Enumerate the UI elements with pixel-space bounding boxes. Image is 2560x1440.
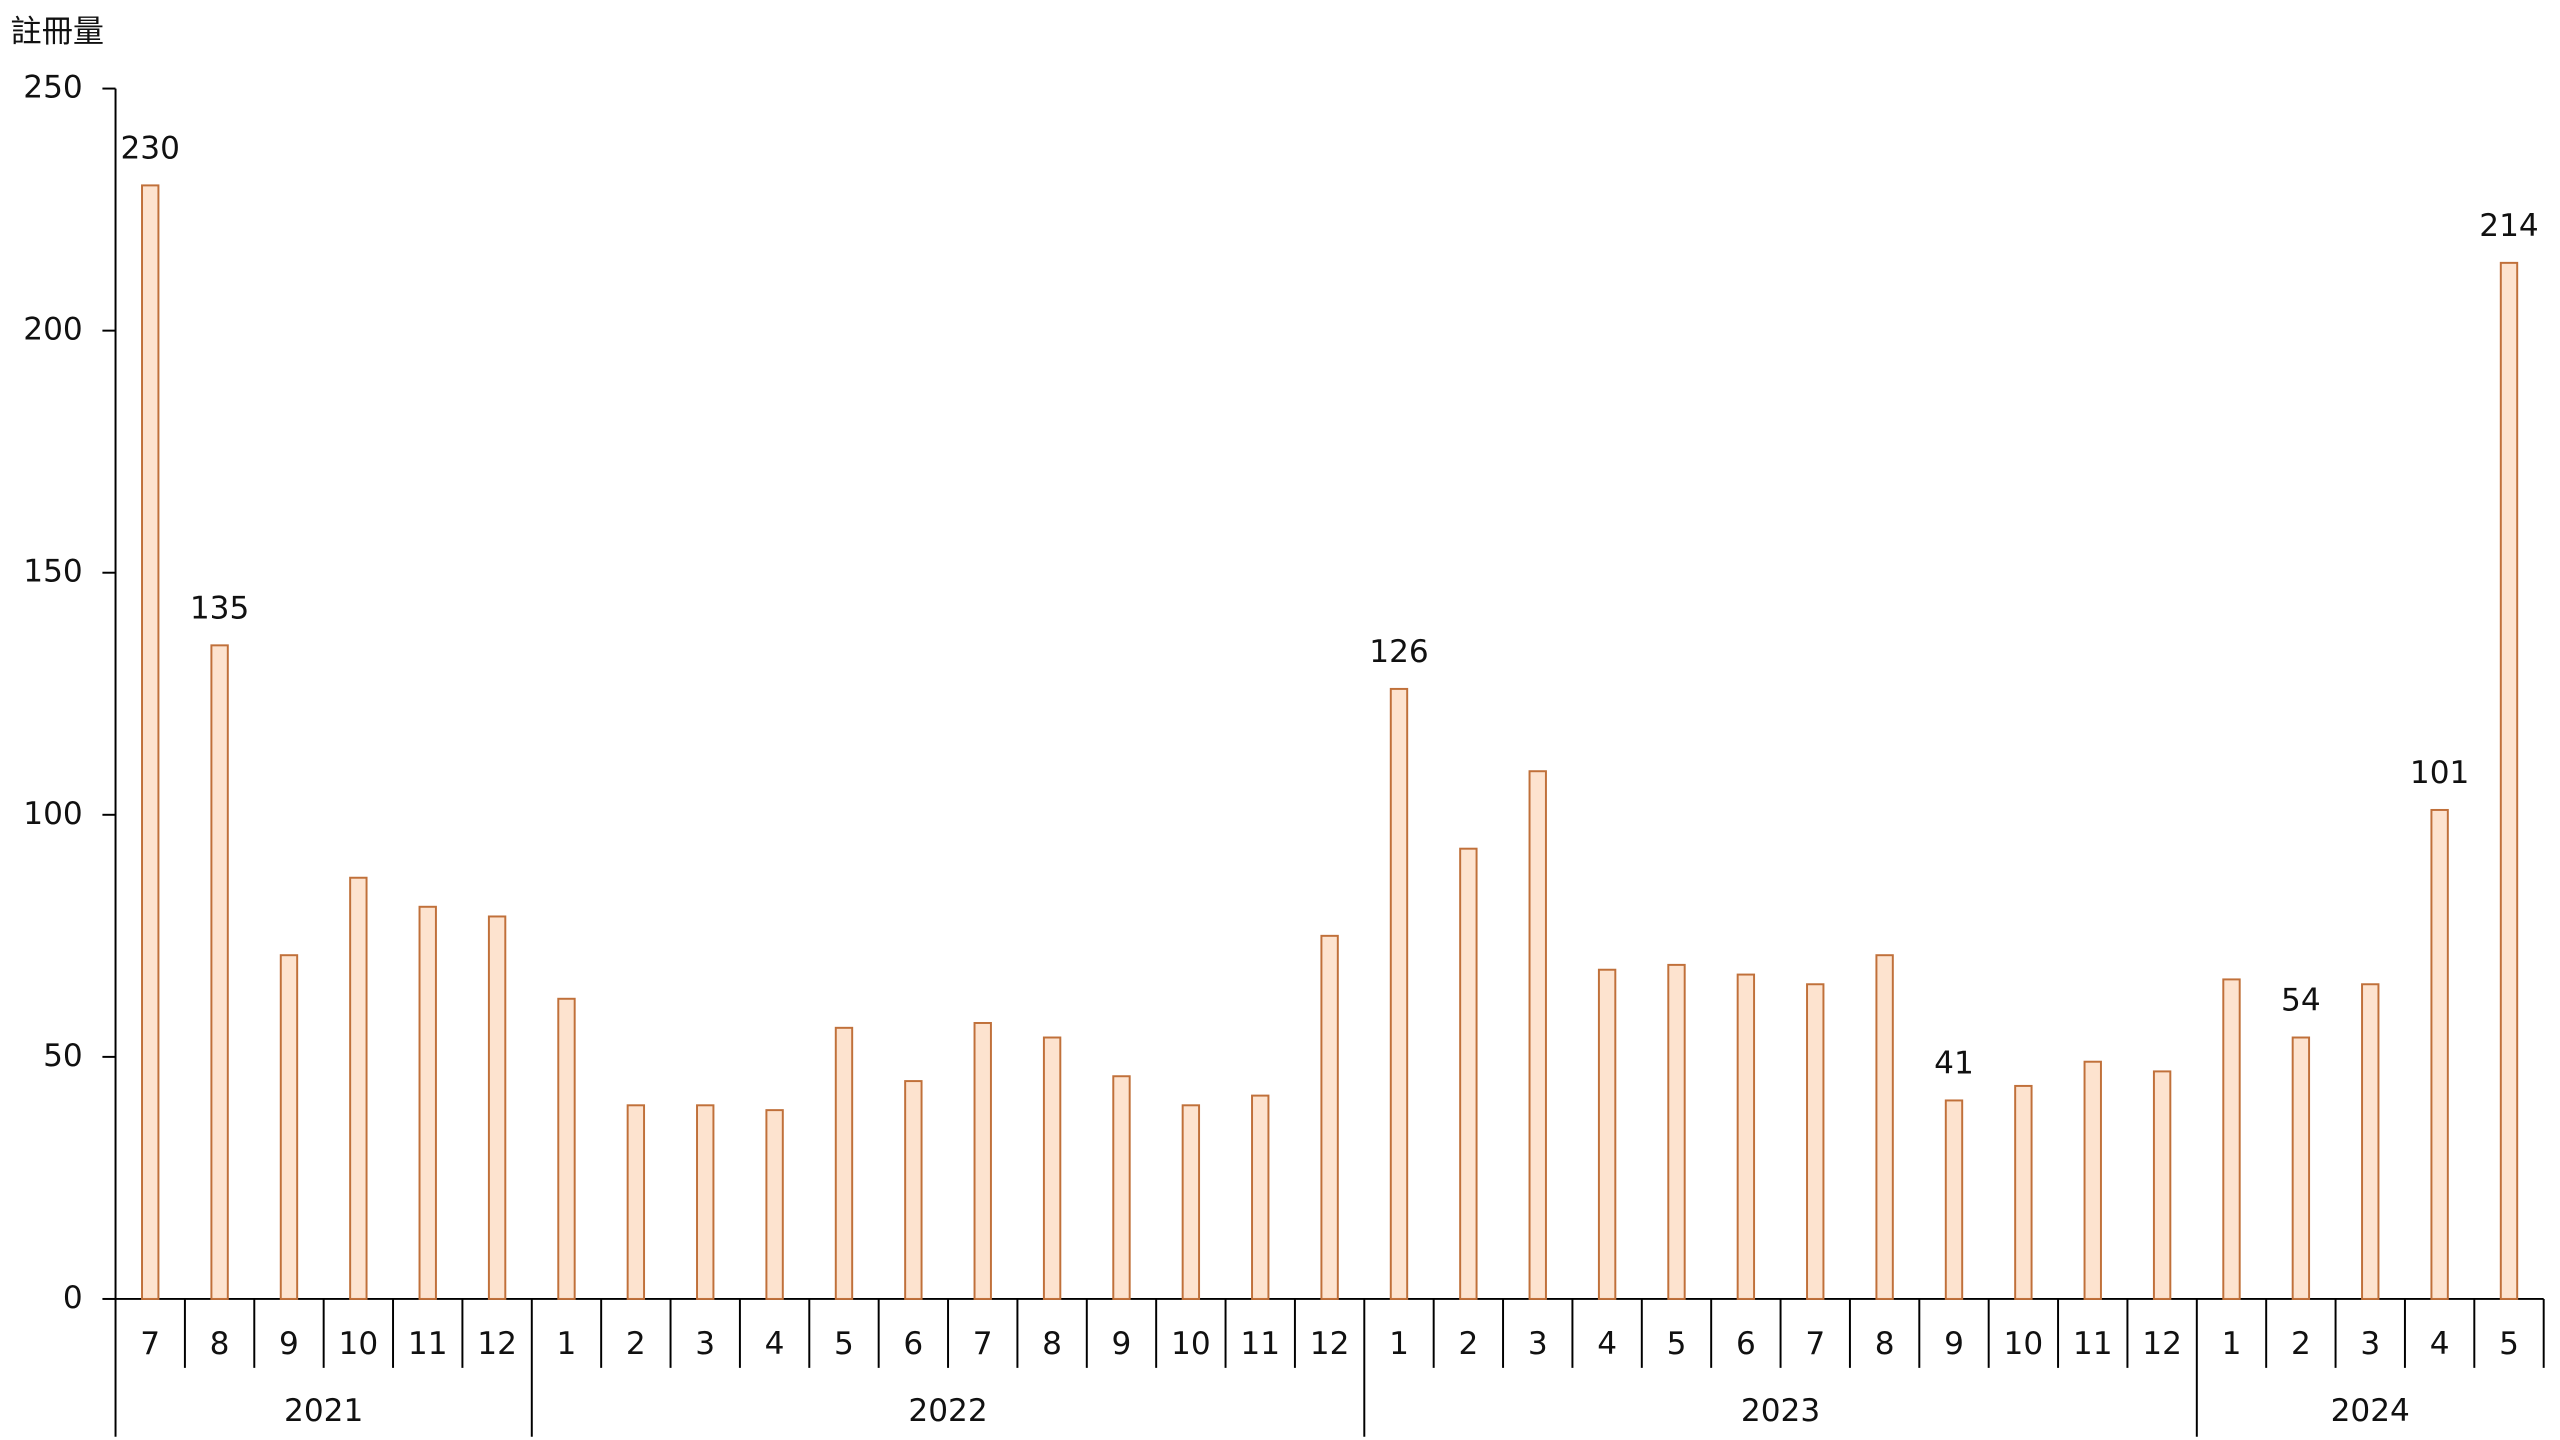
x-tick-label: 5 — [2499, 1326, 2519, 1362]
bar — [696, 1104, 715, 1300]
bar — [2152, 1070, 2172, 1300]
bar — [1597, 968, 1617, 1300]
y-tick-label: 50 — [43, 1038, 83, 1074]
bar — [1459, 847, 1478, 1300]
x-tick-label: 9 — [279, 1326, 299, 1362]
bar — [1181, 1104, 1201, 1300]
year-label: 2023 — [1741, 1393, 1820, 1429]
x-tick-label: 6 — [903, 1326, 923, 1362]
x-tick-label: 1 — [557, 1326, 577, 1362]
bar — [973, 1021, 992, 1300]
x-tick-label: 2 — [1458, 1326, 1478, 1362]
bar — [2499, 261, 2519, 1300]
data-label: 41 — [1934, 1045, 1974, 1081]
bar — [626, 1104, 646, 1300]
y-tick-label: 0 — [63, 1280, 83, 1316]
bar — [1042, 1036, 1062, 1300]
data-label: 54 — [2281, 982, 2321, 1018]
x-tick-label: 11 — [2073, 1326, 2113, 1362]
x-tick-label: 10 — [1171, 1326, 1211, 1362]
bar — [1389, 687, 1409, 1300]
bar — [349, 876, 368, 1300]
bar — [2083, 1060, 2102, 1300]
bar — [2361, 983, 2380, 1300]
x-tick-label: 12 — [2142, 1326, 2182, 1362]
bar — [1944, 1099, 1964, 1300]
bar — [904, 1080, 923, 1300]
x-tick-label: 5 — [1667, 1326, 1687, 1362]
bar — [1112, 1075, 1131, 1300]
x-tick-label: 10 — [339, 1326, 379, 1362]
bar — [1528, 770, 1547, 1300]
x-tick-label: 12 — [477, 1326, 517, 1362]
y-axis-label: 註冊量 — [11, 14, 104, 50]
bar — [2014, 1084, 2033, 1300]
x-tick-label: 5 — [834, 1326, 854, 1362]
bar — [487, 915, 507, 1300]
y-tick-label: 250 — [23, 70, 82, 106]
data-label: 214 — [2479, 208, 2538, 244]
x-tick-label: 12 — [1310, 1326, 1350, 1362]
x-tick-label: 7 — [140, 1326, 160, 1362]
y-tick-label: 200 — [23, 312, 82, 348]
x-tick-label: 1 — [1389, 1326, 1409, 1362]
x-tick-label: 9 — [1112, 1326, 1132, 1362]
x-tick-label: 1 — [2222, 1326, 2242, 1362]
x-tick-label: 8 — [1875, 1326, 1895, 1362]
x-tick-label: 4 — [1597, 1326, 1617, 1362]
x-tick-label: 10 — [2004, 1326, 2044, 1362]
x-tick-label: 4 — [765, 1326, 785, 1362]
bar — [1875, 954, 1894, 1300]
x-tick-label: 8 — [210, 1326, 230, 1362]
bar — [279, 954, 299, 1300]
x-tick-label: 2 — [626, 1326, 646, 1362]
data-label: 101 — [2410, 755, 2469, 791]
x-tick-label: 7 — [973, 1326, 993, 1362]
bar — [1251, 1094, 1270, 1300]
year-label: 2021 — [284, 1393, 363, 1429]
bar — [2430, 808, 2449, 1300]
data-label: 135 — [190, 590, 249, 626]
bar — [1667, 963, 1686, 1300]
y-tick-label: 150 — [23, 554, 82, 590]
x-tick-label: 8 — [1042, 1326, 1062, 1362]
bar — [1806, 983, 1825, 1300]
bar — [2291, 1036, 2311, 1300]
y-tick-label: 100 — [23, 796, 82, 832]
x-tick-label: 2 — [2291, 1326, 2311, 1362]
year-label: 2022 — [908, 1393, 987, 1429]
x-tick-label: 6 — [1736, 1326, 1756, 1362]
x-tick-label: 4 — [2430, 1326, 2450, 1362]
x-tick-label: 9 — [1944, 1326, 1964, 1362]
bar — [2222, 978, 2241, 1300]
data-label: 230 — [120, 130, 179, 166]
bar — [1320, 934, 1339, 1300]
bar — [834, 1026, 854, 1300]
x-tick-label: 7 — [1805, 1326, 1825, 1362]
data-label: 126 — [1369, 634, 1428, 670]
bar — [210, 644, 229, 1300]
bar — [418, 905, 437, 1300]
x-tick-label: 11 — [1240, 1326, 1280, 1362]
bar — [765, 1109, 784, 1300]
x-tick-label: 11 — [408, 1326, 448, 1362]
bar — [1736, 973, 1756, 1300]
bar — [557, 997, 576, 1300]
x-tick-label: 3 — [695, 1326, 715, 1362]
x-tick-label: 3 — [1528, 1326, 1548, 1362]
x-tick-label: 3 — [2360, 1326, 2380, 1362]
year-label: 2024 — [2331, 1393, 2410, 1429]
bar — [141, 184, 160, 1300]
